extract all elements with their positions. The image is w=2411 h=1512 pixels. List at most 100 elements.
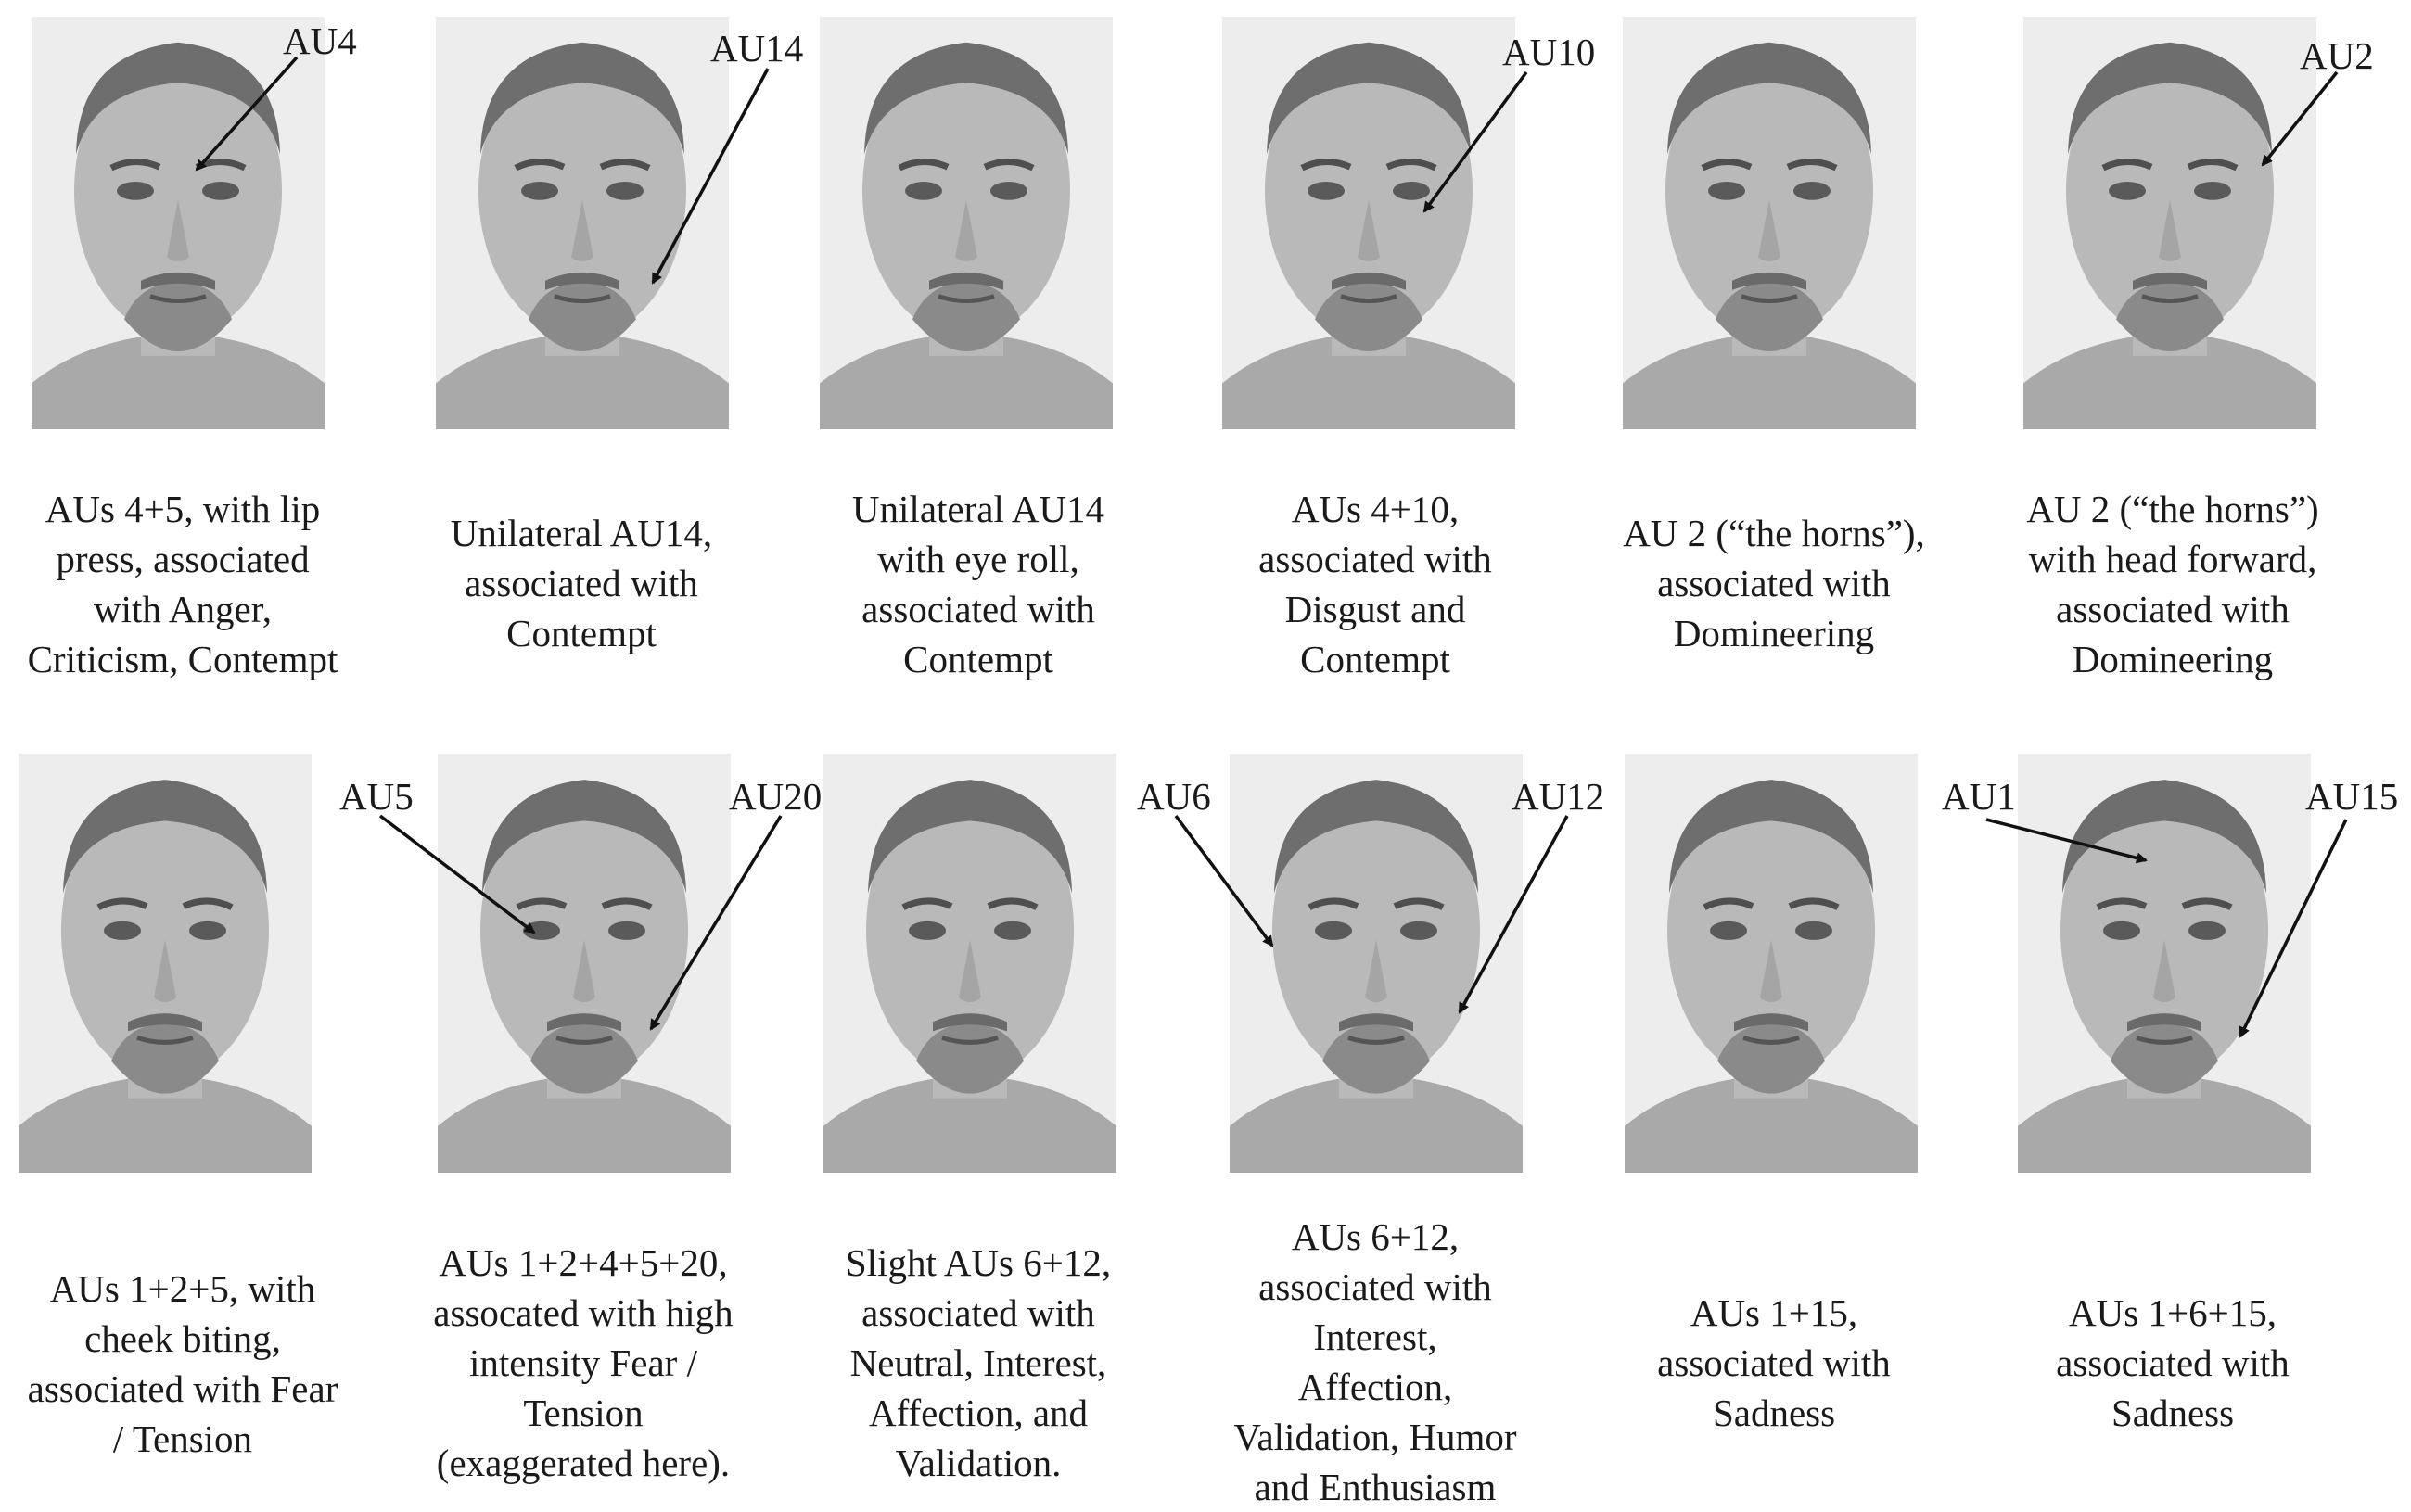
moustache <box>1332 272 1406 290</box>
row-1: AU4 AUs 4+5, with lip press, associated … <box>0 0 2411 723</box>
left-eye <box>521 182 558 200</box>
caption: AUs 6+12, associated with Interest, Affe… <box>1233 1215 1517 1508</box>
face-photo <box>1222 17 1515 429</box>
beard <box>529 282 636 351</box>
beard <box>1315 282 1422 351</box>
face-photo <box>32 17 325 429</box>
shirt <box>1222 333 1515 429</box>
shirt <box>823 1074 1116 1173</box>
right-eyebrow <box>987 897 1039 910</box>
face-photo <box>1623 17 1916 429</box>
mouth <box>1742 1035 1800 1045</box>
nose <box>2153 939 2175 1003</box>
row-2: AUs 1+2+5, with cheek biting, associated… <box>0 737 2411 1510</box>
head <box>1667 781 1875 1080</box>
au-label: AU15 <box>2305 775 2399 818</box>
moustache <box>128 1013 202 1032</box>
left-eyebrow <box>1300 159 1352 172</box>
head <box>61 781 269 1080</box>
moustache <box>547 1013 621 1032</box>
face-illustration <box>823 754 1116 1173</box>
mouth <box>938 294 995 304</box>
mouth <box>1347 1035 1405 1045</box>
shirt <box>2018 1074 2311 1173</box>
face-photo <box>823 754 1116 1173</box>
caption: AUs 4+10, associated with Disgust and Co… <box>1258 488 1492 680</box>
hair <box>1274 780 1478 894</box>
caption: AU 2 (“the horns”) with head forward, as… <box>2026 488 2319 680</box>
face-illustration <box>1625 754 1918 1173</box>
face-photo <box>2018 754 2311 1173</box>
face-illustration <box>1222 17 1515 429</box>
shirt <box>1230 1074 1523 1173</box>
shirt <box>436 333 729 429</box>
head <box>478 44 686 338</box>
moustache <box>1734 1013 1808 1032</box>
face-illustration <box>32 17 325 429</box>
beard <box>2111 1023 2218 1094</box>
hair <box>63 780 267 894</box>
face-illustration <box>19 754 312 1173</box>
right-eye <box>1795 921 1832 940</box>
hair <box>1669 780 1873 894</box>
hair <box>482 780 686 894</box>
mouth <box>1340 294 1397 304</box>
moustache <box>1732 272 1806 290</box>
caption: AUs 1+15, associated with Sadness <box>1657 1291 1891 1434</box>
mouth <box>1741 294 1798 304</box>
mouth <box>149 294 207 304</box>
moustache <box>1339 1013 1413 1032</box>
left-eye <box>1308 182 1345 200</box>
caption: AU 2 (“the horns”), associated with Domi… <box>1623 512 1925 654</box>
right-eye <box>1393 182 1430 200</box>
face-illustration <box>2023 17 2316 429</box>
beard <box>124 282 232 351</box>
head <box>1272 781 1480 1080</box>
right-eye <box>1400 921 1437 940</box>
nose <box>959 939 981 1003</box>
au-label: AU4 <box>283 19 357 62</box>
face-illustration <box>438 754 731 1173</box>
nose <box>573 939 595 1003</box>
hair <box>868 780 1072 894</box>
right-eyebrow <box>2187 159 2239 172</box>
moustache <box>545 272 619 290</box>
face-photo <box>19 754 312 1173</box>
au-label: AU12 <box>1512 775 1605 818</box>
mouth <box>2141 294 2199 304</box>
left-eye <box>117 182 154 200</box>
beard <box>1717 1023 1825 1094</box>
hair <box>864 42 1068 155</box>
left-eyebrow <box>901 897 953 910</box>
mouth <box>554 294 611 304</box>
right-eyebrow <box>1788 897 1840 910</box>
nose <box>167 199 189 262</box>
left-eye <box>909 921 946 940</box>
hair <box>2062 780 2266 894</box>
beard <box>2116 282 2224 351</box>
right-eye <box>1793 182 1831 200</box>
beard <box>1716 282 1823 351</box>
face-photo <box>436 17 729 429</box>
right-eye <box>994 921 1031 940</box>
caption: Slight AUs 6+12, associated with Neutral… <box>845 1241 1112 1484</box>
nose <box>1760 939 1782 1003</box>
face-illustration <box>2018 754 2311 1173</box>
hair <box>2068 42 2272 155</box>
head <box>2066 44 2274 338</box>
right-eyebrow <box>1786 159 1838 172</box>
shirt <box>438 1074 731 1173</box>
mouth <box>136 1035 194 1045</box>
nose <box>955 199 977 262</box>
right-eye <box>189 921 226 940</box>
caption: AUs 1+2+5, with cheek biting, associated… <box>27 1267 338 1460</box>
left-eye <box>1315 921 1352 940</box>
nose <box>571 199 593 262</box>
nose <box>1365 939 1387 1003</box>
mouth <box>555 1035 613 1045</box>
right-eyebrow <box>2181 897 2233 910</box>
moustache <box>141 272 215 290</box>
mouth <box>941 1035 999 1045</box>
moustache <box>929 272 1003 290</box>
au-label: AU14 <box>710 27 804 70</box>
